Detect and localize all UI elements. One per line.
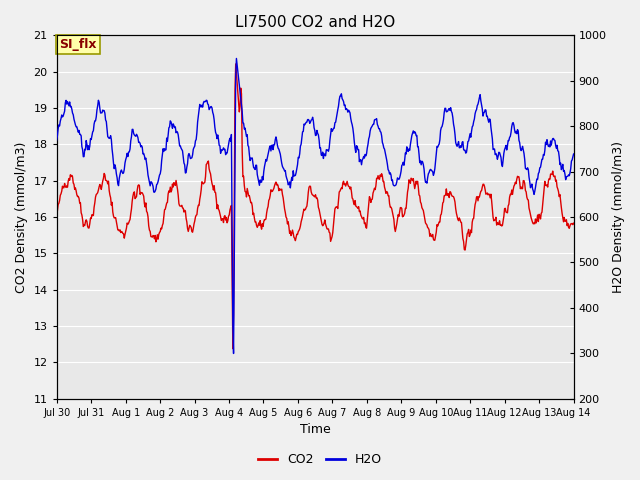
H2O <box>168 122 175 128</box>
H2O <box>115 176 123 181</box>
Y-axis label: H2O Density (mmol/m3): H2O Density (mmol/m3) <box>612 141 625 293</box>
Line: CO2: CO2 <box>57 64 573 349</box>
Line: H2O: H2O <box>57 59 573 353</box>
CO2 <box>380 179 387 184</box>
H2O <box>195 107 203 112</box>
CO2 <box>195 203 203 208</box>
H2O <box>53 137 61 143</box>
H2O <box>380 142 387 147</box>
H2O <box>230 350 237 356</box>
CO2 <box>115 228 123 234</box>
CO2 <box>229 346 237 352</box>
Y-axis label: CO2 Density (mmol/m3): CO2 Density (mmol/m3) <box>15 141 28 293</box>
Text: SI_flx: SI_flx <box>60 38 97 51</box>
CO2 <box>394 212 402 217</box>
Title: LI7500 CO2 and H2O: LI7500 CO2 and H2O <box>235 15 396 30</box>
H2O <box>394 176 402 181</box>
CO2 <box>232 61 239 67</box>
CO2 <box>53 212 61 217</box>
X-axis label: Time: Time <box>300 423 330 436</box>
H2O <box>232 56 240 61</box>
H2O <box>570 151 577 157</box>
H2O <box>62 97 70 103</box>
CO2 <box>62 184 70 190</box>
CO2 <box>570 220 577 226</box>
CO2 <box>168 187 175 193</box>
Legend: CO2, H2O: CO2, H2O <box>253 448 387 471</box>
